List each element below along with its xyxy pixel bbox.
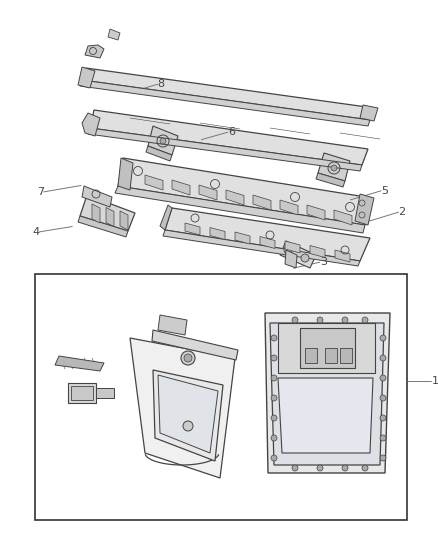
Circle shape <box>181 351 195 365</box>
Polygon shape <box>163 230 360 266</box>
Text: 3: 3 <box>320 257 327 267</box>
Polygon shape <box>235 232 250 244</box>
Circle shape <box>292 465 298 471</box>
Text: 7: 7 <box>37 187 44 197</box>
Circle shape <box>292 317 298 323</box>
Polygon shape <box>355 194 374 225</box>
Polygon shape <box>210 228 225 239</box>
Bar <box>325 348 337 363</box>
Polygon shape <box>300 328 355 368</box>
Polygon shape <box>265 313 390 473</box>
Circle shape <box>301 254 309 262</box>
Polygon shape <box>55 356 104 371</box>
Circle shape <box>380 355 386 361</box>
Text: 6: 6 <box>228 127 235 137</box>
Circle shape <box>331 165 337 171</box>
Polygon shape <box>253 195 271 210</box>
Polygon shape <box>148 126 178 155</box>
Polygon shape <box>226 190 244 205</box>
Polygon shape <box>82 68 374 120</box>
Text: 2: 2 <box>399 207 406 217</box>
Polygon shape <box>152 330 238 360</box>
Circle shape <box>271 435 277 441</box>
Circle shape <box>380 375 386 381</box>
Polygon shape <box>307 205 325 220</box>
Text: 1: 1 <box>431 376 438 386</box>
Polygon shape <box>360 105 378 121</box>
Circle shape <box>184 354 192 362</box>
Polygon shape <box>145 175 163 190</box>
Polygon shape <box>165 208 370 261</box>
Polygon shape <box>90 110 368 165</box>
Polygon shape <box>316 173 345 187</box>
Polygon shape <box>185 223 200 235</box>
Circle shape <box>380 415 386 421</box>
Polygon shape <box>310 246 325 257</box>
Circle shape <box>183 421 193 431</box>
Circle shape <box>380 335 386 341</box>
Bar <box>305 348 317 363</box>
Circle shape <box>317 465 323 471</box>
Polygon shape <box>108 29 120 40</box>
Polygon shape <box>80 195 135 231</box>
Circle shape <box>362 465 368 471</box>
Polygon shape <box>278 323 375 373</box>
Polygon shape <box>118 158 372 225</box>
Polygon shape <box>199 185 217 200</box>
Text: 5: 5 <box>381 186 388 196</box>
Circle shape <box>271 375 277 381</box>
Polygon shape <box>85 45 104 58</box>
Polygon shape <box>334 210 352 225</box>
Polygon shape <box>270 323 384 465</box>
Polygon shape <box>146 146 172 161</box>
Polygon shape <box>82 113 100 136</box>
Polygon shape <box>106 207 114 227</box>
Polygon shape <box>285 241 300 253</box>
Circle shape <box>271 395 277 401</box>
Polygon shape <box>160 205 172 230</box>
Circle shape <box>342 317 348 323</box>
Bar <box>71 386 93 400</box>
Polygon shape <box>88 128 362 171</box>
Circle shape <box>380 435 386 441</box>
Circle shape <box>160 138 166 144</box>
Circle shape <box>380 455 386 461</box>
Circle shape <box>342 465 348 471</box>
Polygon shape <box>118 158 133 190</box>
Bar <box>68 383 96 403</box>
Polygon shape <box>80 80 370 126</box>
Circle shape <box>271 455 277 461</box>
Polygon shape <box>278 378 373 453</box>
Circle shape <box>380 395 386 401</box>
Polygon shape <box>120 211 128 230</box>
Polygon shape <box>82 186 112 207</box>
Polygon shape <box>285 250 297 268</box>
Circle shape <box>271 415 277 421</box>
Circle shape <box>317 317 323 323</box>
Polygon shape <box>153 370 223 461</box>
Circle shape <box>271 355 277 361</box>
Polygon shape <box>158 375 218 453</box>
Polygon shape <box>96 388 114 398</box>
Polygon shape <box>260 237 275 248</box>
Polygon shape <box>280 200 298 215</box>
Circle shape <box>362 317 368 323</box>
Polygon shape <box>158 315 187 335</box>
Polygon shape <box>280 241 316 268</box>
Bar <box>340 348 352 363</box>
Bar <box>35 274 407 520</box>
Polygon shape <box>318 153 350 181</box>
Circle shape <box>271 335 277 341</box>
Polygon shape <box>92 204 100 223</box>
Polygon shape <box>172 180 190 195</box>
Polygon shape <box>130 338 235 478</box>
Text: 8: 8 <box>158 79 165 89</box>
Polygon shape <box>78 216 128 237</box>
Polygon shape <box>335 250 350 262</box>
Circle shape <box>284 246 292 254</box>
Polygon shape <box>78 67 95 88</box>
Polygon shape <box>115 186 365 233</box>
Text: 4: 4 <box>32 227 39 237</box>
